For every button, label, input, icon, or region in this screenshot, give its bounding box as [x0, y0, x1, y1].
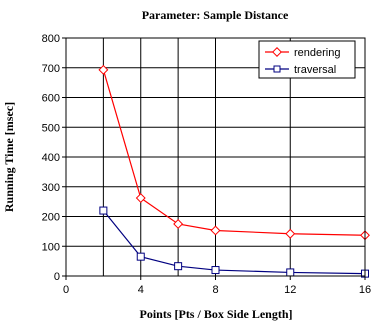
y-tick-label: 200 [42, 212, 60, 224]
x-tick-label: 16 [359, 284, 371, 296]
y-tick-label: 700 [42, 63, 60, 75]
data-point-rendering [210, 225, 221, 236]
series-rendering [98, 64, 370, 241]
y-tick-label: 0 [54, 271, 60, 283]
y-tick-label: 100 [42, 241, 60, 253]
data-point-rendering [98, 64, 109, 75]
legend: rendering traversal [258, 40, 356, 79]
x-tick-label: 4 [138, 284, 144, 296]
series-traversal [99, 206, 369, 278]
legend-marker-traversal [273, 65, 281, 73]
data-point-rendering [135, 193, 146, 204]
y-tick-label: 600 [42, 93, 60, 105]
y-tick-label: 300 [42, 182, 60, 194]
legend-marker-rendering [272, 47, 282, 57]
x-tick-label: 0 [63, 284, 69, 296]
x-tick-label: 12 [284, 284, 296, 296]
y-tick-label: 800 [42, 33, 60, 45]
series-line-traversal [102, 210, 366, 275]
ticks: 0 100 200 300 400 500 600 700 800 0 4 8 12 16 [42, 33, 371, 296]
y-tick-label: 400 [42, 152, 60, 164]
legend-label-rendering: rendering [294, 47, 340, 59]
data-point-traversal [99, 206, 108, 215]
x-tick-label: 8 [212, 284, 218, 296]
series-line-rendering [102, 69, 366, 236]
legend-label-traversal: traversal [294, 64, 336, 76]
data-point-rendering [173, 218, 184, 229]
y-tick-label: 500 [42, 122, 60, 134]
data-point-traversal [174, 262, 183, 271]
chart-title: Parameter: Sample Distance [142, 8, 289, 22]
series-layer [98, 64, 370, 278]
data-point-traversal [136, 252, 145, 261]
x-axis-label: Points [Pts / Box Side Length] [139, 307, 292, 321]
data-point-traversal [286, 268, 295, 277]
y-axis-label: Running Time [msec] [2, 102, 16, 212]
data-point-rendering [285, 228, 296, 239]
data-point-traversal [211, 266, 220, 275]
plot-area-frame [65, 37, 366, 277]
